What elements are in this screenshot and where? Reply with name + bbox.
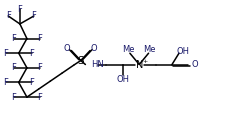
Text: OH: OH	[177, 47, 190, 56]
Text: F: F	[12, 34, 16, 43]
Text: HN: HN	[91, 60, 104, 69]
Text: O: O	[192, 60, 198, 69]
Text: Me: Me	[143, 45, 156, 54]
Text: F: F	[12, 93, 16, 102]
Text: F: F	[32, 11, 36, 20]
Text: OH: OH	[116, 75, 129, 84]
Text: O: O	[64, 44, 70, 53]
Text: F: F	[18, 5, 22, 14]
Text: S: S	[77, 55, 84, 66]
Text: F: F	[37, 93, 42, 102]
Text: F: F	[29, 78, 34, 87]
Text: Me: Me	[122, 45, 135, 54]
Text: F: F	[12, 63, 16, 72]
Text: F: F	[37, 63, 42, 72]
Text: F: F	[6, 11, 11, 20]
Text: O: O	[91, 44, 98, 53]
Text: F: F	[4, 49, 8, 58]
Text: F: F	[29, 49, 34, 58]
Text: N: N	[135, 59, 143, 70]
Text: F: F	[37, 34, 42, 43]
Text: F: F	[4, 78, 8, 87]
Text: +: +	[143, 59, 148, 64]
